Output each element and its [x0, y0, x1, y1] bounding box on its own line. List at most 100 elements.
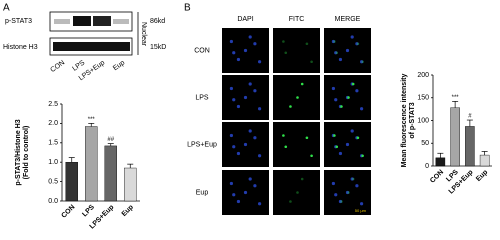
x-tick-label: Eup	[121, 204, 135, 218]
nucleus	[236, 57, 241, 62]
x-tick-label: CON	[61, 204, 77, 220]
nucleus	[345, 190, 350, 195]
fitc-signal	[300, 82, 304, 86]
nucleus	[334, 193, 338, 197]
fitc-signal	[361, 60, 364, 64]
error-bar	[437, 152, 444, 158]
error-bar	[68, 157, 75, 163]
blot-band	[113, 19, 129, 24]
nucleus	[248, 82, 252, 86]
y-tick-label: 0.0	[48, 198, 58, 205]
fitc-signal	[296, 191, 299, 194]
error-bar	[466, 119, 473, 127]
x-tick-label: LPS	[81, 204, 96, 219]
nucleus	[350, 129, 354, 133]
nucleus	[355, 42, 359, 46]
nucleus	[248, 177, 252, 181]
nucleus	[232, 51, 236, 55]
fitc-signal	[333, 40, 336, 43]
bar	[465, 126, 475, 167]
nucleus	[229, 133, 233, 138]
significance: ##	[107, 137, 114, 143]
fitc-signal	[284, 51, 288, 55]
nucleus	[338, 151, 343, 156]
micrograph	[273, 122, 320, 167]
nucleus	[334, 98, 338, 102]
y-axis-label: (Fold to control)	[23, 126, 30, 180]
fitc-signal	[310, 154, 313, 158]
blot-band	[54, 19, 70, 24]
nucleus	[258, 107, 262, 111]
fitc-signal	[347, 191, 350, 194]
fitc-signal	[335, 51, 339, 55]
bar	[104, 145, 117, 202]
y-tick-label: 2.0	[48, 120, 58, 127]
fitc-signal	[282, 40, 285, 43]
bar	[479, 154, 490, 167]
blot-size: 15kD	[150, 44, 166, 51]
error-bar	[452, 101, 459, 108]
y-axis-label: p-STAT3/Histone H3	[15, 119, 22, 185]
nucleus	[331, 86, 335, 91]
blot-band	[73, 16, 91, 26]
nucleus	[345, 48, 350, 53]
lane-label: LPS	[71, 59, 86, 73]
fitc-signal	[300, 177, 304, 181]
nucleus	[229, 86, 233, 91]
y-tick-label: 0.5	[48, 178, 58, 185]
nucleus	[350, 35, 354, 39]
significance: ***	[452, 95, 460, 101]
y-tick-label: 100	[417, 117, 429, 124]
nucleus	[243, 190, 248, 195]
nucleus	[360, 107, 364, 111]
y-tick-label: 200	[417, 72, 429, 79]
nucleus	[334, 51, 338, 55]
nucleus	[350, 177, 354, 181]
fitc-signal	[340, 200, 343, 203]
micrograph	[273, 28, 320, 73]
fitc-signal	[310, 60, 313, 64]
fitc-signal	[289, 200, 292, 203]
nucleus	[243, 48, 248, 53]
y-tick-label: 150	[417, 95, 429, 102]
nucleus	[258, 60, 262, 64]
fraction-label: Nuclear	[140, 22, 147, 47]
nucleus	[355, 89, 359, 93]
column-header: DAPI	[237, 16, 253, 23]
significance: #	[468, 114, 472, 120]
y-tick-label: 1.0	[48, 159, 58, 166]
nucleus	[229, 181, 233, 186]
blot-band	[53, 42, 130, 51]
fitc-signal	[361, 154, 364, 158]
y-tick-label: 1.5	[48, 140, 58, 147]
nucleus	[229, 39, 233, 44]
fitc-signal	[289, 105, 292, 108]
fitc-signal	[340, 105, 343, 108]
fitc-signal	[282, 134, 285, 137]
nucleus	[355, 184, 359, 188]
y-tick-label: 50	[421, 140, 429, 147]
nucleus	[360, 202, 364, 206]
error-bar	[107, 143, 114, 146]
fitc-signal	[335, 145, 339, 149]
error-bar	[88, 123, 95, 127]
nucleus	[253, 42, 257, 46]
blot-band	[93, 16, 111, 26]
y-axis-label: Mean fluorescence intensity	[401, 74, 408, 168]
x-tick-label: CON	[429, 169, 445, 185]
scale-bar-label: 50 μm	[355, 208, 367, 213]
nucleus	[232, 193, 236, 197]
nucleus	[253, 184, 257, 188]
bar	[124, 167, 137, 202]
y-tick-label: 0	[425, 163, 429, 170]
nucleus	[258, 202, 262, 206]
significance: ***	[88, 117, 96, 123]
nucleus	[248, 129, 252, 133]
column-header: FITC	[289, 16, 305, 23]
blot-row-label: Histone H3	[3, 44, 38, 51]
error-bar	[481, 151, 488, 156]
fitc-signal	[356, 136, 360, 140]
nucleus	[258, 154, 262, 158]
nucleus	[248, 35, 252, 39]
nucleus	[338, 57, 343, 62]
